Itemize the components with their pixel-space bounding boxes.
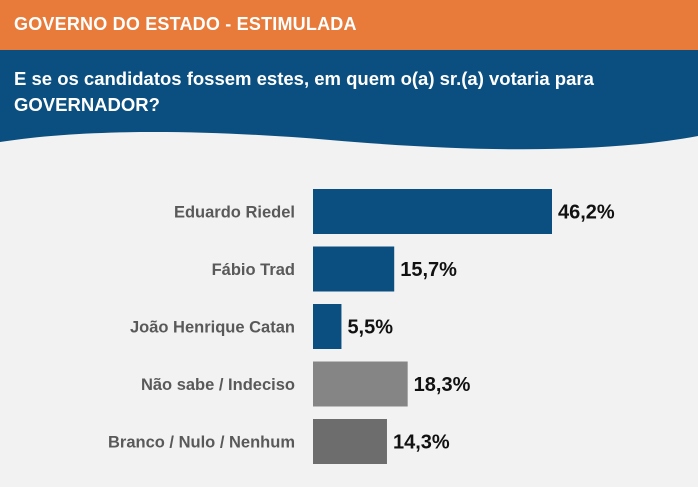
- category-label: Fábio Trad: [212, 261, 295, 279]
- value-label: 5,5%: [347, 317, 393, 339]
- value-label: 15,7%: [400, 259, 457, 281]
- bar-4: [313, 419, 387, 464]
- category-label: Eduardo Riedel: [174, 204, 295, 222]
- category-label: Branco / Nulo / Nenhum: [108, 434, 295, 452]
- value-label: 46,2%: [558, 202, 615, 224]
- category-label: Não sabe / Indeciso: [141, 376, 295, 394]
- value-label: 14,3%: [393, 432, 450, 454]
- header-title: GOVERNO DO ESTADO - ESTIMULADA: [14, 14, 357, 34]
- category-label: João Henrique Catan: [130, 319, 295, 337]
- bar-1: [313, 246, 395, 292]
- bar-0: [313, 189, 552, 234]
- value-label: 18,3%: [414, 374, 471, 396]
- header-band: [0, 0, 698, 54]
- question-banner: [0, 50, 698, 150]
- question-banner-wave: [0, 50, 698, 150]
- question-text: E se os candidatos fossem estes, em quem…: [14, 68, 594, 115]
- bar-3: [313, 361, 408, 407]
- bar-2: [313, 304, 342, 349]
